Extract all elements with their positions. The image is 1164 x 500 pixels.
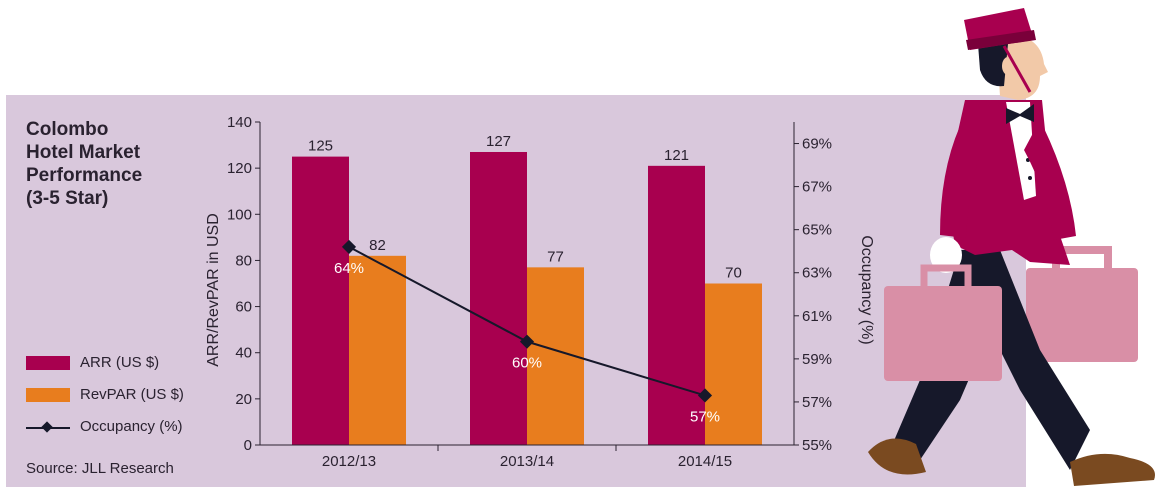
bar-arr-2014/15 (648, 165, 705, 446)
data-label-revpar: 70 (725, 265, 742, 282)
bellhop-arm-front (1024, 120, 1076, 240)
bellhop-glove (930, 237, 962, 273)
y-left-tick-label: 0 (244, 437, 252, 454)
data-label-revpar: 82 (369, 237, 386, 254)
bar-revpar-2014/15 (705, 283, 762, 445)
bellhop-arm-back (940, 110, 990, 238)
title-line-3: Performance (26, 165, 143, 186)
y-axis-label-left: ARR/RevPAR in USD (205, 213, 222, 367)
y-left-tick-label: 120 (227, 160, 252, 177)
bar-arr-2013/14 (470, 151, 527, 445)
occupancy-marker (519, 334, 535, 349)
y-left-tick-label: 20 (235, 391, 252, 408)
occupancy-data-label: 57% (690, 408, 720, 425)
legend-label-occupancy: Occupancy (%) (80, 418, 183, 435)
bellhop-shirt (1006, 102, 1036, 200)
y-left-tick-label: 100 (227, 206, 252, 223)
bellhop-shoe-right (1070, 453, 1155, 486)
bar-arr-2012/13 (292, 156, 349, 445)
title-line-2: Hotel Market (26, 142, 141, 163)
legend-swatch-occupancy (26, 420, 70, 434)
y-right-tick-label: 59% (802, 351, 832, 368)
legend-swatch-revpar (26, 387, 70, 402)
y-right-tick-label: 69% (802, 136, 832, 153)
data-label-arr: 125 (308, 138, 333, 155)
occupancy-marker (341, 239, 357, 254)
suitcase-front (884, 286, 1002, 381)
y-axis-label-right: Occupancy (%) (858, 235, 875, 344)
y-right-tick-label: 55% (802, 437, 832, 454)
bellhop-chin-strap (1002, 45, 1032, 93)
y-left-tick-label: 80 (235, 252, 252, 269)
source-note: Source: JLL Research (26, 460, 174, 477)
legend-item-revpar: RevPAR (US $) (26, 386, 184, 403)
bow-tie (1006, 104, 1034, 124)
bellhop-shoe-left (868, 438, 926, 475)
x-tick-label: 2012/13 (322, 453, 376, 470)
occupancy-marker (697, 388, 713, 403)
x-tick-label: 2014/15 (678, 453, 732, 470)
legend-item-arr: ARR (US $) (26, 354, 159, 371)
chart-title: Colombo Hotel Market Performance (3-5 St… (26, 118, 206, 210)
legend-swatch-arr (26, 355, 70, 370)
data-label-arr: 127 (486, 133, 511, 150)
x-tick-label: 2013/14 (500, 453, 554, 470)
suitcase-front-handle (920, 264, 972, 286)
data-label-revpar: 77 (547, 248, 564, 265)
bellhop-illustration (868, 8, 1155, 486)
bellhop-ear (1002, 57, 1014, 75)
bellhop-hat-band (966, 30, 1036, 50)
y-right-tick-label: 63% (802, 265, 832, 282)
shirt-button-2 (1028, 176, 1032, 180)
occupancy-data-label: 64% (334, 260, 364, 277)
title-line-4: (3-5 Star) (26, 188, 109, 209)
title-line-1: Colombo (26, 119, 109, 140)
y-right-tick-label: 61% (802, 308, 832, 325)
y-right-tick-label: 65% (802, 222, 832, 239)
bar-revpar-2012/13 (349, 255, 406, 445)
bellhop-hair (978, 39, 1008, 87)
y-right-tick-label: 67% (802, 179, 832, 196)
y-left-tick-label: 60 (235, 299, 252, 316)
y-left-tick-label: 140 (227, 114, 252, 131)
suitcase-back (1026, 268, 1138, 362)
y-left-tick-label: 40 (235, 345, 252, 362)
occupancy-data-label: 60% (512, 355, 542, 372)
legend-label-revpar: RevPAR (US $) (80, 386, 184, 403)
legend-label-arr: ARR (US $) (80, 354, 160, 371)
bellhop-legs (890, 250, 1090, 470)
bellhop-face (996, 35, 1048, 100)
y-right-tick-label: 57% (802, 394, 832, 411)
legend-item-occupancy: Occupancy (%) (26, 418, 183, 435)
data-label-arr: 121 (664, 147, 689, 164)
